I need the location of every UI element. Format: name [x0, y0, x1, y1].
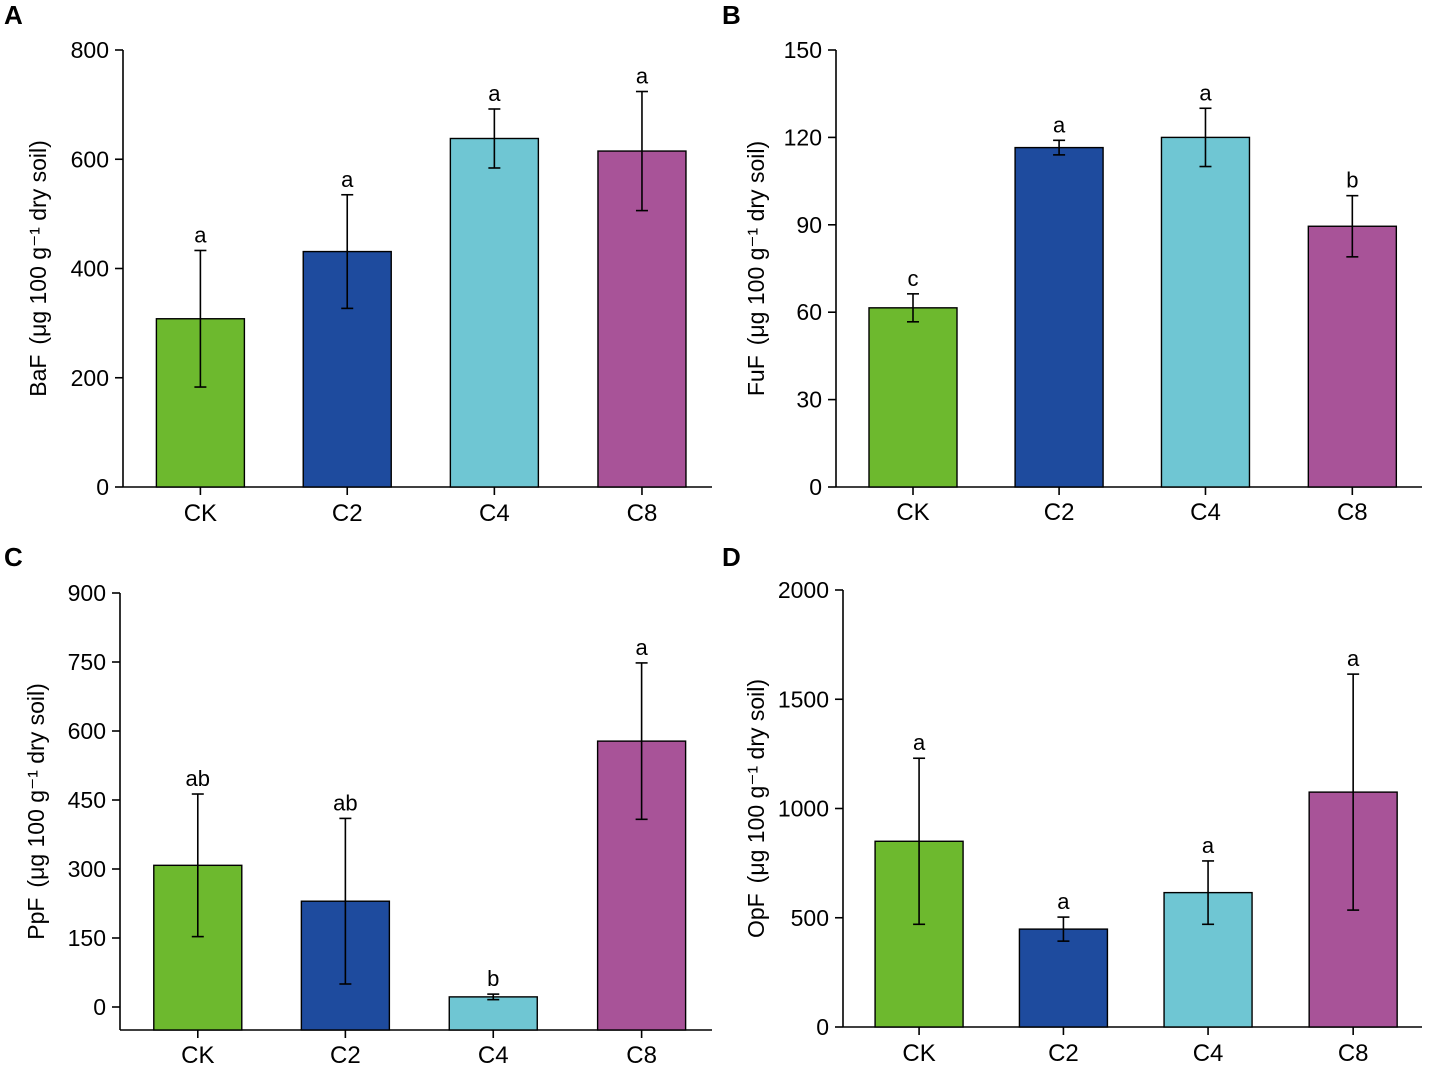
- panel-letter: B: [722, 0, 741, 30]
- y-tick-label: 600: [71, 146, 109, 172]
- y-tick-label: 800: [71, 37, 109, 63]
- significance-label: c: [908, 266, 919, 291]
- category-label: C8: [1337, 499, 1368, 526]
- y-tick-label: 500: [791, 905, 829, 931]
- category-label: C8: [1338, 1040, 1369, 1067]
- y-tick-label: 150: [68, 925, 106, 951]
- significance-label: a: [488, 81, 501, 106]
- y-tick-label: 750: [68, 649, 106, 675]
- significance-label: ab: [333, 790, 357, 815]
- category-label: C4: [1190, 499, 1221, 526]
- y-tick-label: 450: [68, 787, 106, 813]
- bar-c4: [448, 996, 538, 1031]
- significance-label: a: [341, 167, 354, 192]
- category-label: C8: [627, 500, 658, 527]
- significance-label: a: [194, 222, 207, 247]
- y-tick-label: 120: [784, 124, 822, 150]
- y-axis-label-name: OpF: [743, 893, 769, 938]
- significance-label: a: [636, 64, 649, 89]
- y-tick-label: 1500: [778, 686, 829, 712]
- y-tick-label: 200: [71, 365, 109, 391]
- category-label: CK: [902, 1040, 935, 1067]
- significance-label: a: [1347, 646, 1360, 671]
- significance-label: a: [1202, 833, 1215, 858]
- y-tick-label: 0: [809, 474, 822, 500]
- category-label: C2: [332, 500, 363, 527]
- significance-label: b: [487, 966, 499, 991]
- bar-c2: [1018, 928, 1109, 1028]
- bar-c4: [449, 137, 540, 488]
- panel-letter: C: [4, 542, 23, 572]
- category-label: CK: [896, 499, 929, 526]
- significance-label: a: [1053, 112, 1066, 137]
- y-tick-label: 900: [68, 580, 106, 606]
- category-label: C4: [1193, 1040, 1224, 1067]
- bar-c4: [1160, 136, 1251, 488]
- y-axis-label-name: FuF: [743, 355, 769, 396]
- y-tick-label: 150: [784, 37, 822, 63]
- y-tick-label: 0: [816, 1014, 829, 1040]
- y-axis-label: BaF (μg 100 g⁻¹ dry soil): [25, 140, 51, 397]
- y-axis-label-name: BaF: [25, 355, 51, 397]
- y-axis-label: PpF (μg 100 g⁻¹ dry soil): [23, 683, 49, 940]
- significance-label: a: [1199, 80, 1212, 105]
- bar-c8: [1307, 225, 1398, 488]
- y-axis-label-unit: (μg 100 g⁻¹ dry soil): [743, 141, 769, 345]
- y-tick-label: 300: [68, 856, 106, 882]
- y-tick-label: 400: [71, 256, 109, 282]
- category-label: C8: [626, 1042, 657, 1069]
- significance-label: a: [635, 635, 648, 660]
- y-tick-label: 30: [796, 387, 822, 413]
- y-axis-label-unit: (μg 100 g⁻¹ dry soil): [25, 140, 51, 344]
- category-label: C4: [479, 500, 510, 527]
- y-tick-label: 1000: [778, 796, 829, 822]
- significance-label: b: [1346, 168, 1358, 193]
- bar-c2: [1014, 146, 1104, 488]
- category-label: C2: [330, 1042, 361, 1069]
- category-label: CK: [181, 1042, 214, 1069]
- y-axis-label-name: PpF: [23, 898, 49, 940]
- category-label: C2: [1044, 499, 1075, 526]
- significance-label: a: [913, 730, 926, 755]
- significance-label: ab: [186, 766, 210, 791]
- panel-a: A 0 200 400 600 800 BaF (μg 100 g⁻¹ dry soil) a…: [4, 0, 712, 527]
- y-axis-label: FuF (μg 100 g⁻¹ dry soil): [743, 141, 769, 396]
- bar-ck: [868, 307, 958, 488]
- y-axis-label-unit: (μg 100 g⁻¹ dry soil): [743, 679, 769, 883]
- y-tick-label: 90: [796, 212, 822, 238]
- panel-d: D 0 500 1000 1500 2000 OpF (μg 100 g⁻¹ dry soi…: [722, 542, 1422, 1067]
- category-label: C2: [1048, 1040, 1079, 1067]
- category-label: C4: [478, 1042, 509, 1069]
- significance-label: a: [1057, 889, 1070, 914]
- y-axis-label: OpF (μg 100 g⁻¹ dry soil): [743, 679, 769, 938]
- y-tick-label: 2000: [778, 577, 829, 603]
- y-axis-label-unit: (μg 100 g⁻¹ dry soil): [23, 683, 49, 887]
- y-tick-label: 600: [68, 718, 106, 744]
- y-tick-label: 60: [796, 299, 822, 325]
- panel-letter: D: [722, 542, 741, 572]
- category-label: CK: [184, 500, 217, 527]
- panel-c: C 0 150 300 450 600 750 900 PpF (μg 100 g⁻¹ dry …: [4, 542, 712, 1069]
- panel-letter: A: [4, 0, 23, 30]
- y-tick-label: 0: [96, 474, 109, 500]
- panel-b: B 0 30 60 90 120 150 FuF (μg 100 g⁻¹ dry soil) c…: [722, 0, 1422, 526]
- y-tick-label: 0: [93, 994, 106, 1020]
